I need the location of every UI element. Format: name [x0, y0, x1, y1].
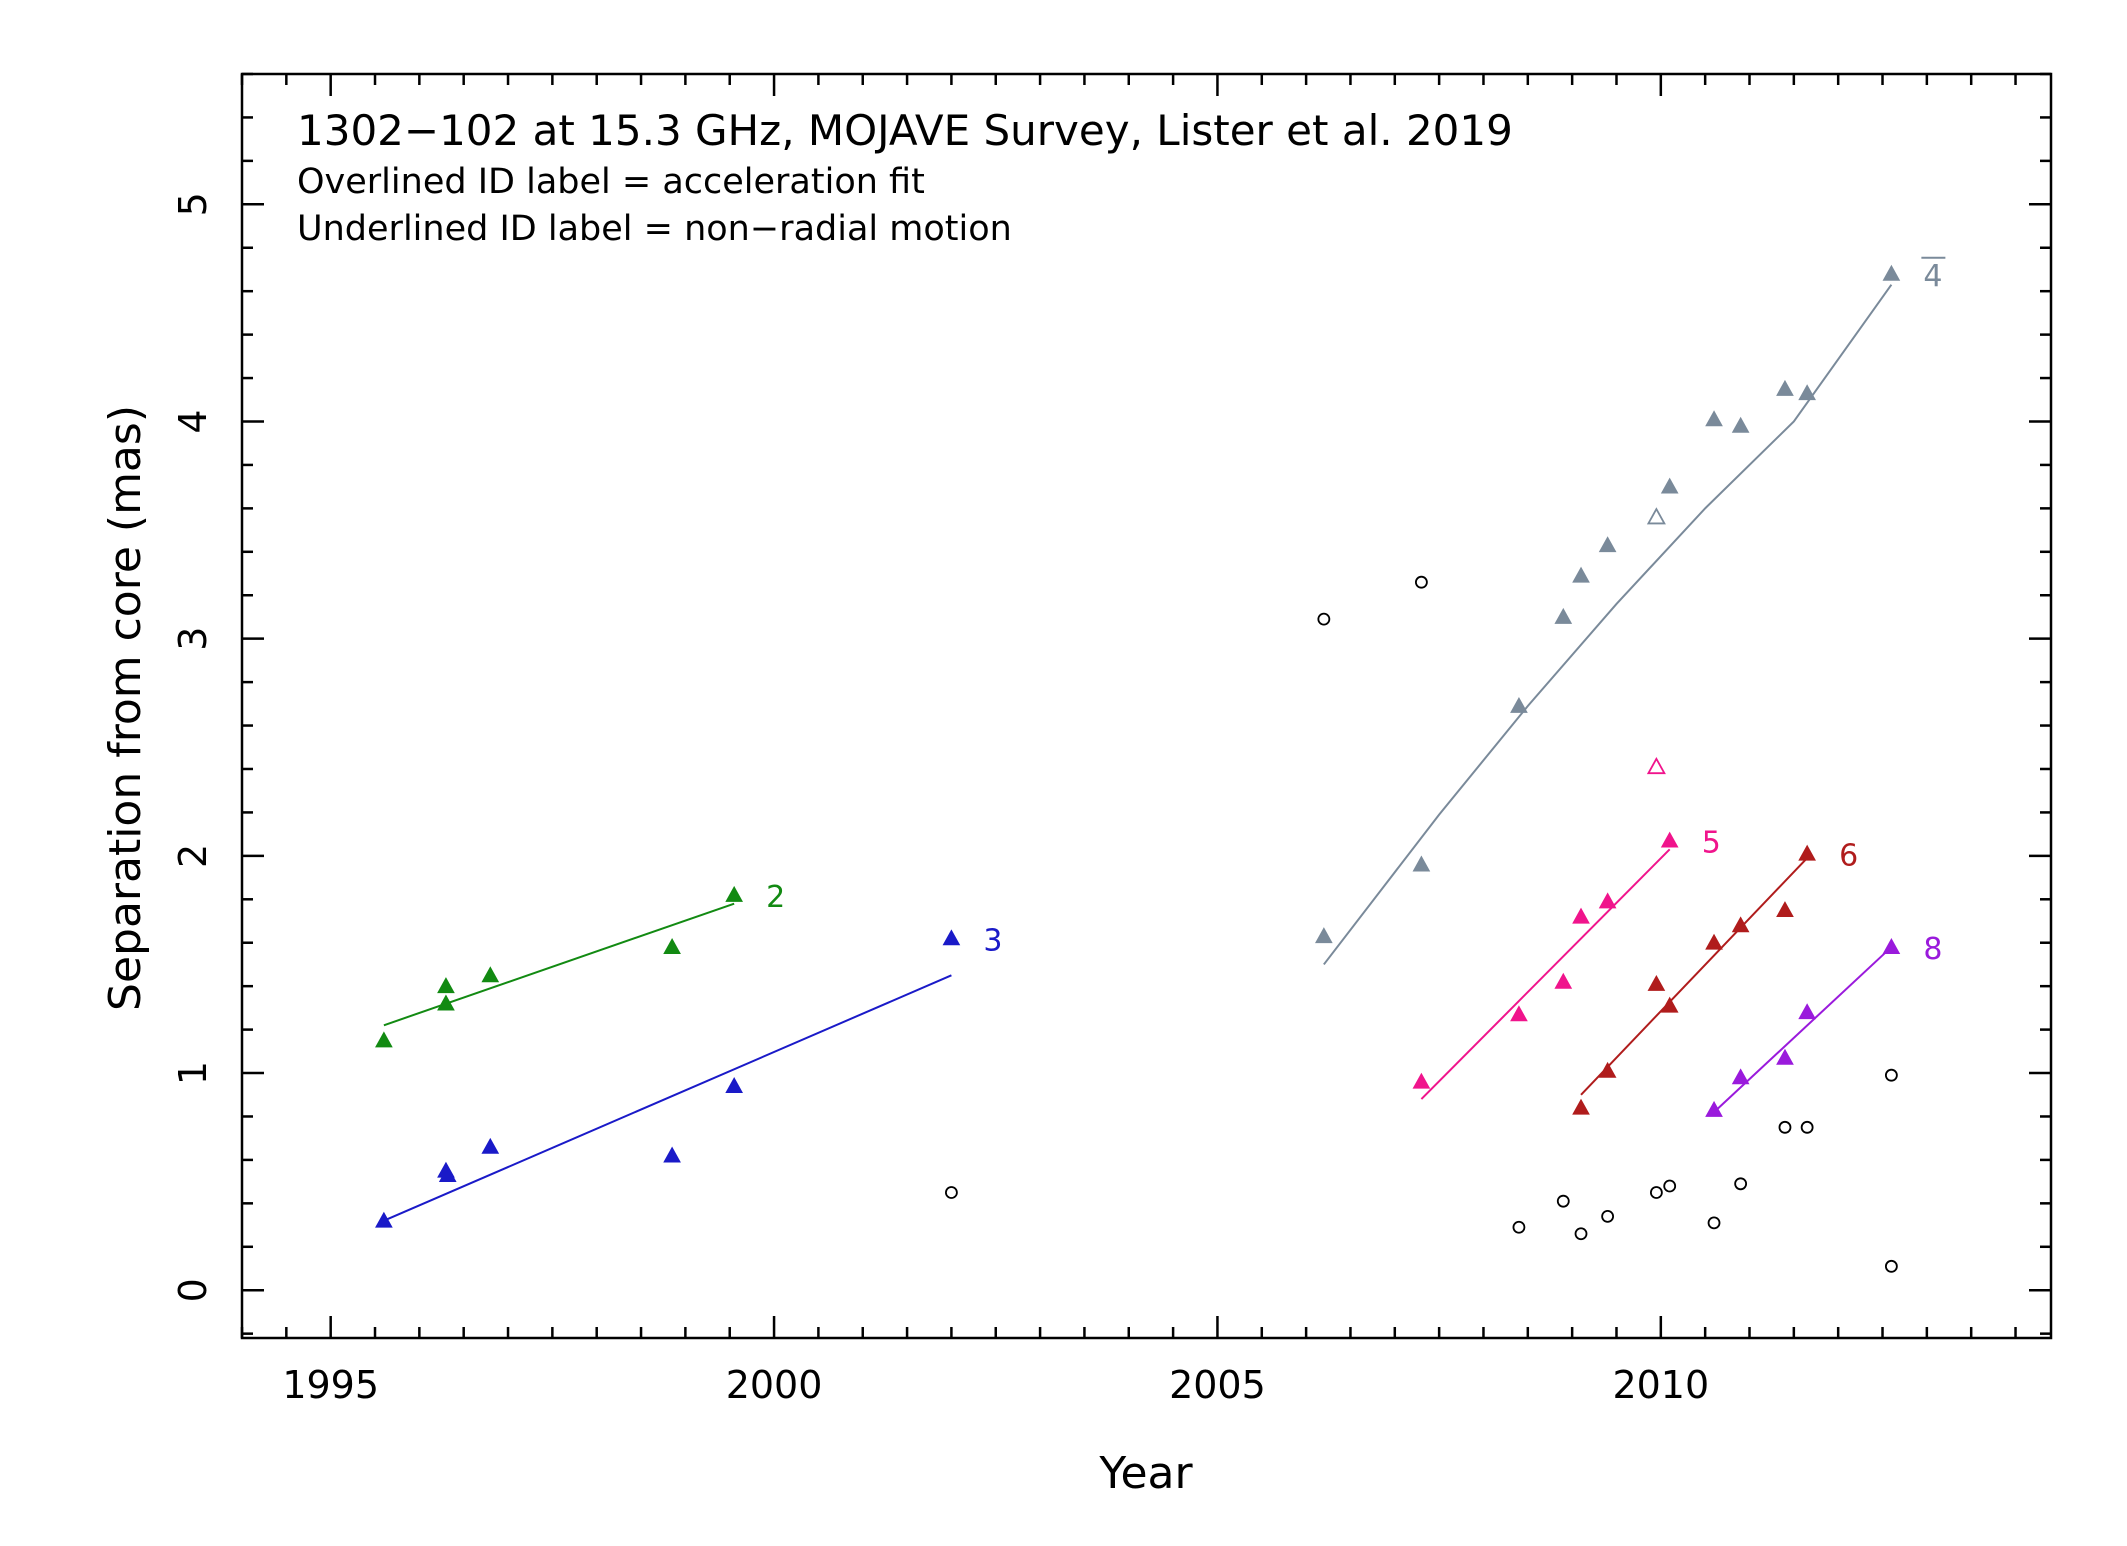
y-tick-label: 3 — [171, 627, 215, 651]
fit-line-3 — [383, 974, 952, 1222]
fit-line-5 — [1420, 848, 1671, 1100]
core-point — [1884, 1068, 1898, 1082]
series-label-6: 6 — [1839, 839, 1858, 874]
x-tick-label: 2010 — [1612, 1363, 1709, 1407]
point-2 — [663, 938, 681, 954]
core-point — [1707, 1216, 1721, 1230]
point-6 — [1705, 933, 1723, 950]
point-4 — [1731, 416, 1750, 433]
point-2 — [437, 994, 455, 1011]
series-label-8: 8 — [1923, 932, 1942, 967]
core-point — [1884, 1259, 1898, 1273]
point-8 — [1705, 1100, 1723, 1117]
point-3 — [663, 1146, 681, 1163]
point-5 — [1660, 831, 1679, 848]
point-4 — [1776, 379, 1794, 396]
point-6 — [1776, 901, 1794, 918]
series-id-labels: 2 3 4 5 6 8 — [766, 256, 1946, 967]
point-4 — [1598, 536, 1617, 553]
core-point — [1317, 612, 1331, 626]
y-axis-label: Separation from core (mas) — [100, 405, 151, 1011]
point-4 — [1798, 384, 1816, 401]
point-3 — [942, 929, 961, 946]
chart-subtitle-1: Overlined ID label = acceleration fit — [297, 162, 925, 202]
chart-subtitle-2: Underlined ID label = non−radial motion — [297, 209, 1012, 249]
y-axis-ticks: 0 1 2 3 4 5 — [171, 72, 2051, 1335]
series-label-5: 5 — [1702, 826, 1721, 861]
point-5 — [1572, 907, 1590, 924]
core-point — [1512, 1220, 1526, 1234]
point-3 — [375, 1211, 393, 1228]
core-point — [1601, 1209, 1615, 1223]
point-6 — [1598, 1061, 1617, 1078]
x-axis-label: Year — [1098, 1448, 1193, 1499]
core-point — [945, 1186, 958, 1199]
point-6 — [1798, 844, 1816, 861]
series-label-2: 2 — [766, 880, 785, 915]
point-4 — [1315, 927, 1333, 944]
point-2 — [375, 1031, 393, 1048]
fit-line-2 — [383, 902, 735, 1027]
point-2 — [437, 977, 455, 994]
plot-frame — [240, 72, 2053, 1340]
data-points — [375, 264, 1901, 1273]
point-4 — [1882, 264, 1901, 281]
point-4 — [1572, 566, 1590, 583]
core-point — [1556, 1194, 1570, 1208]
point-3 — [438, 1166, 457, 1183]
y-tick-label: 2 — [171, 844, 215, 868]
open-point-5 — [1646, 756, 1666, 775]
series-label-4: 4 — [1923, 259, 1942, 294]
point-5 — [1554, 972, 1573, 989]
series-label-3: 3 — [983, 923, 1002, 958]
point-2 — [481, 966, 500, 983]
point-4 — [1412, 855, 1431, 872]
point-6 — [1660, 996, 1679, 1013]
x-axis-ticks: 1995 2000 2005 2010 — [240, 74, 2017, 1407]
y-tick-label: 4 — [171, 409, 215, 433]
open-point-4 — [1646, 507, 1666, 525]
point-6 — [1647, 974, 1666, 991]
point-4 — [1660, 477, 1679, 494]
core-point — [1414, 575, 1428, 589]
point-3 — [481, 1137, 500, 1154]
point-8 — [1882, 938, 1901, 954]
chart-title: 1302−102 at 15.3 GHz, MOJAVE Survey, Lis… — [297, 106, 1513, 155]
y-tick-label: 1 — [171, 1061, 215, 1085]
point-4 — [1510, 696, 1528, 713]
fit-line-6 — [1580, 857, 1808, 1096]
point-5 — [1598, 892, 1617, 909]
y-tick-label: 5 — [171, 192, 215, 216]
fit-line-8 — [1713, 946, 1893, 1113]
x-tick-label: 2000 — [726, 1363, 823, 1407]
core-point — [1800, 1120, 1814, 1134]
fit-line-4 — [1323, 284, 1893, 966]
point-8 — [1776, 1048, 1794, 1065]
point-5 — [1510, 1005, 1528, 1022]
x-tick-label: 1995 — [282, 1363, 379, 1407]
point-5 — [1412, 1072, 1431, 1089]
point-8 — [1731, 1068, 1750, 1085]
point-4 — [1554, 607, 1573, 624]
y-tick-label: 0 — [171, 1278, 215, 1302]
point-3 — [725, 1077, 744, 1093]
core-point — [1663, 1179, 1677, 1193]
point-2 — [725, 885, 744, 902]
point-4 — [1705, 410, 1723, 427]
point-6 — [1572, 1098, 1590, 1115]
point-6 — [1731, 916, 1750, 933]
core-point — [1734, 1177, 1748, 1191]
x-tick-label: 2005 — [1169, 1363, 1266, 1407]
fit-lines — [383, 284, 1893, 1222]
point-8 — [1798, 1003, 1816, 1020]
core-point — [1574, 1227, 1588, 1241]
core-point — [1649, 1186, 1663, 1199]
core-point — [1778, 1120, 1792, 1134]
